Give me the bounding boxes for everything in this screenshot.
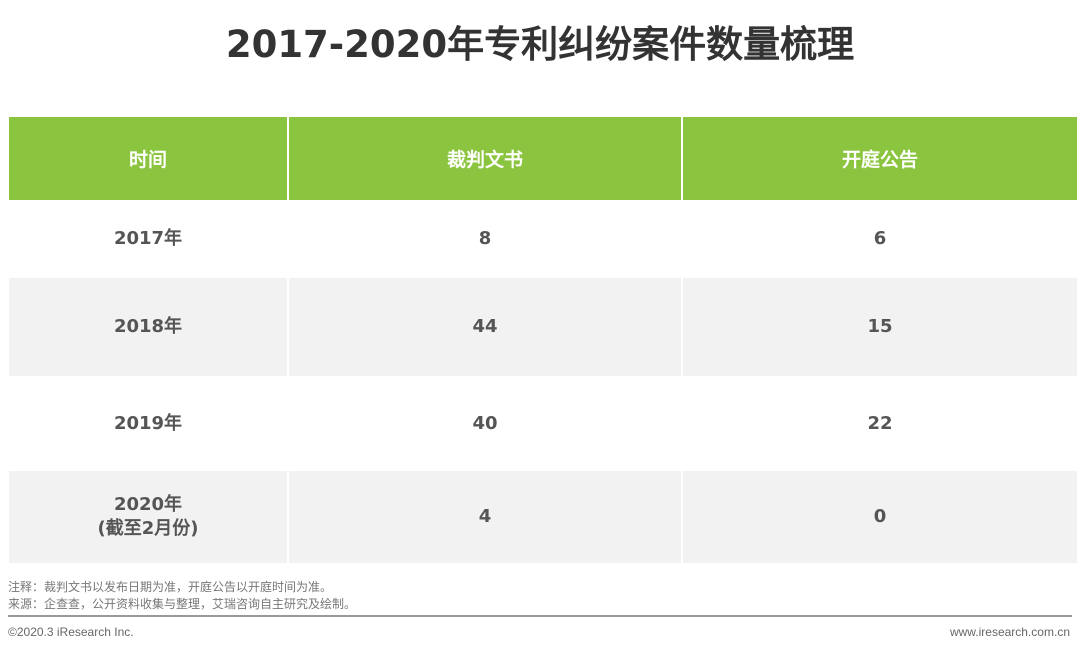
note-text: 注释：裁判文书以发布日期为准，开庭公告以开庭时间为准。 (8, 580, 333, 594)
year-cell: 2017年 (7, 200, 289, 278)
table-row: 2019年 40 22 (7, 376, 1079, 471)
table-row: 2020年 (截至2月份) 4 0 (7, 471, 1079, 563)
hearings-cell: 15 (681, 278, 1079, 376)
patent-cases-table: 时间 裁判文书 开庭公告 2017年 8 6 2018年 44 15 2019年… (7, 117, 1079, 563)
header-time: 时间 (7, 117, 289, 200)
hearings-cell: 6 (681, 200, 1079, 278)
hearings-cell: 0 (681, 471, 1079, 563)
year-cell: 2020年 (截至2月份) (7, 471, 289, 563)
year-note: (截至2月份) (97, 518, 199, 539)
judgments-cell: 40 (287, 376, 683, 471)
year: 2019年 (113, 412, 183, 434)
judgments-cell: 8 (287, 200, 683, 278)
header-judgments: 裁判文书 (287, 117, 683, 200)
year: 2020年 (113, 494, 183, 515)
page-title: 2017-2020年专利纠纷案件数量梳理 (225, 23, 855, 66)
footer-divider (8, 615, 1072, 617)
table-row: 2017年 8 6 (7, 200, 1079, 278)
year-cell: 2019年 (7, 376, 289, 471)
year: 2018年 (113, 316, 183, 337)
table-row: 2018年 44 15 (7, 278, 1079, 376)
year: 2017年 (113, 228, 183, 249)
header-hearings: 开庭公告 (681, 117, 1079, 200)
copyright: ©2020.3 iResearch Inc. (8, 625, 134, 639)
table-header: 时间 裁判文书 开庭公告 (7, 117, 1079, 200)
judgments-cell: 44 (287, 278, 683, 376)
source-text: 来源：企查查，公开资料收集与整理，艾瑞咨询自主研究及绘制。 (8, 597, 357, 611)
judgments-cell: 4 (287, 471, 683, 563)
year-cell: 2018年 (7, 278, 289, 376)
website-link[interactable]: www.iresearch.com.cn (949, 625, 1070, 639)
hearings-cell: 22 (681, 376, 1079, 471)
